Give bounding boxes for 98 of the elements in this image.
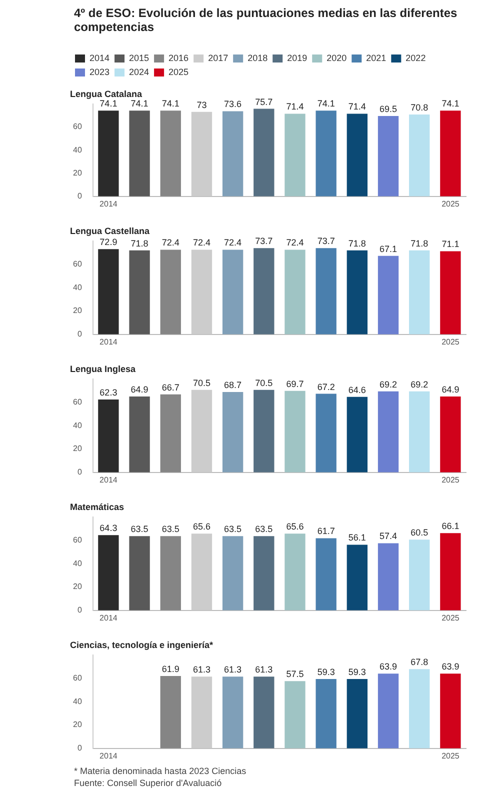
legend-label: 2019 <box>287 52 308 63</box>
data-label: 70.8 <box>410 102 428 112</box>
data-label: 64.3 <box>100 522 118 533</box>
data-label: 74.1 <box>100 98 118 108</box>
data-label: 62.3 <box>100 387 118 398</box>
data-label: 71.1 <box>442 238 460 249</box>
y-tick-label: 40 <box>72 696 82 706</box>
data-label: 74.1 <box>130 98 148 108</box>
y-tick-label: 40 <box>72 282 82 292</box>
legend-label: 2021 <box>366 52 386 63</box>
y-tick-label: 20 <box>72 168 82 178</box>
data-label: 66.1 <box>442 520 460 531</box>
data-label: 60.5 <box>410 527 428 538</box>
y-tick-label: 0 <box>77 467 82 476</box>
legend-label: 2023 <box>90 66 110 77</box>
data-label: 69.5 <box>380 104 398 114</box>
data-label: 73 <box>196 100 207 110</box>
data-label: 69.7 <box>286 378 304 389</box>
data-label: 75.7 <box>255 96 273 107</box>
data-label: 61.3 <box>224 664 242 674</box>
chart-title: 4º de ESO: Evolución de las puntuaciones medias en las diferentes competencias <box>74 6 458 35</box>
data-label: 71.8 <box>348 238 366 248</box>
data-label: 73.7 <box>255 236 273 246</box>
data-label: 57.5 <box>286 668 304 679</box>
data-label: 64.9 <box>442 384 460 394</box>
data-label: 68.7 <box>224 380 242 390</box>
data-label: 63.9 <box>380 661 398 672</box>
data-label: 72.4 <box>224 237 242 248</box>
data-label: 71.8 <box>130 238 148 248</box>
data-label: 71.8 <box>410 238 428 248</box>
data-label: 61.3 <box>192 664 210 674</box>
data-label: 72.9 <box>100 236 118 247</box>
data-label: 73.6 <box>224 98 242 109</box>
data-label: 66.7 <box>162 382 180 392</box>
source-note: Fuente: Consell Superior d'Avaluació <box>74 778 223 788</box>
chart-title: Lengua Inglesa <box>70 364 137 374</box>
y-tick-label: 20 <box>72 582 82 591</box>
data-label: 65.6 <box>192 521 210 532</box>
y-tick-label: 0 <box>77 191 82 200</box>
legend-label: 2022 <box>406 52 426 63</box>
data-label: 72.4 <box>162 237 180 248</box>
y-tick-label: 20 <box>72 444 82 453</box>
data-label: 63.9 <box>442 661 460 672</box>
legend-label: 2017 <box>208 52 228 63</box>
data-label: 63.5 <box>130 524 148 534</box>
chart-title: Matemáticas <box>70 502 124 512</box>
legend-label: 2020 <box>326 52 347 63</box>
data-label: 59.3 <box>317 666 335 677</box>
data-label: 69.2 <box>380 379 398 390</box>
data-label: 74.1 <box>317 98 335 108</box>
legend-label: 2015 <box>129 52 150 63</box>
data-label: 70.5 <box>255 378 273 388</box>
data-label: 56.1 <box>348 532 366 543</box>
chart-title: Lengua Castellana <box>70 226 151 236</box>
data-label: 67.8 <box>410 656 428 667</box>
data-label: 69.2 <box>410 379 428 390</box>
data-label: 61.9 <box>162 664 180 674</box>
y-tick-label: 20 <box>72 720 82 729</box>
data-label: 63.5 <box>255 524 273 534</box>
text: * Materia denominada hasta 2023 Ciencias <box>74 766 248 776</box>
data-label: 63.5 <box>224 524 242 534</box>
data-label: 70.5 <box>192 378 210 388</box>
legend-label: 2018 <box>248 52 268 63</box>
data-label: 74.1 <box>162 98 180 108</box>
data-label: 61.3 <box>255 664 273 674</box>
data-label: 59.3 <box>348 666 366 677</box>
y-tick-label: 0 <box>77 743 82 752</box>
y-tick-label: 0 <box>77 329 82 338</box>
data-label: 67.1 <box>380 244 398 254</box>
legend-label: 2016 <box>168 52 189 63</box>
y-tick-label: 60 <box>72 535 82 544</box>
chart-title: Ciencias, tecnología e ingeniería* <box>70 640 214 650</box>
data-label: 74.1 <box>442 98 460 108</box>
legend-label: 2025 <box>168 66 189 77</box>
data-label: 65.6 <box>286 521 304 532</box>
y-tick-label: 40 <box>72 558 82 568</box>
data-label: 71.4 <box>348 102 366 112</box>
legend-label: 2014 <box>90 52 110 63</box>
data-label: 73.7 <box>317 236 335 246</box>
y-tick-label: 60 <box>72 122 82 131</box>
y-tick-label: 0 <box>77 605 82 614</box>
data-label: 64.9 <box>130 384 148 394</box>
data-label: 67.2 <box>317 382 335 392</box>
legend-label: 2024 <box>129 66 150 77</box>
y-tick-label: 60 <box>72 397 82 406</box>
y-tick-label: 20 <box>72 306 82 315</box>
chart-subtitle: Lengua Catalana <box>70 88 144 99</box>
data-label: 63.5 <box>162 524 180 534</box>
y-tick-label: 40 <box>72 145 82 154</box>
data-label: 57.4 <box>380 531 398 542</box>
data-label: 72.4 <box>192 237 210 248</box>
data-label: 61.7 <box>317 526 335 536</box>
data-label: 72.4 <box>286 237 304 248</box>
y-tick-label: 60 <box>72 259 82 268</box>
y-tick-label: 40 <box>72 420 82 430</box>
y-tick-label: 60 <box>72 673 82 682</box>
data-label: 71.4 <box>286 102 304 112</box>
data-label: 64.6 <box>348 384 366 395</box>
